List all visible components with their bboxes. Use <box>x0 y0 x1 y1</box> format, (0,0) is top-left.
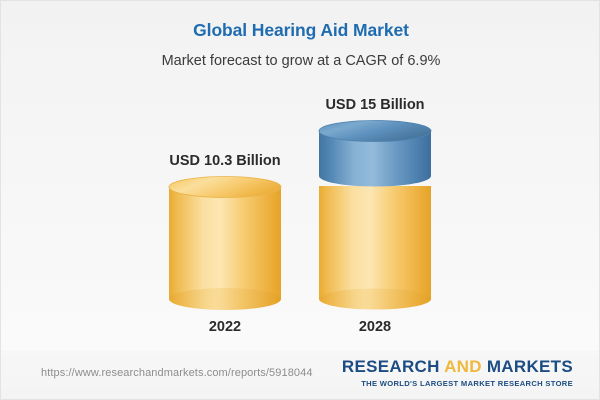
bar-value-label-2028: USD 15 Billion <box>325 97 425 113</box>
bar-segment-base-2022 <box>168 176 282 310</box>
bar-segment-base-2028 <box>319 186 431 310</box>
page-title: Global Hearing Aid Market <box>193 20 409 40</box>
bar-category-label-2022: 2022 <box>208 319 242 335</box>
logo-text-markets: MARKETS <box>481 357 573 376</box>
research-and-markets-logo[interactable]: RESEARCH AND MARKETS THE WORLD'S LARGEST… <box>342 357 573 388</box>
bar-value-label-2022: USD 10.3 Billion <box>169 153 281 169</box>
logo-tagline: THE WORLD'S LARGEST MARKET RESEARCH STOR… <box>361 379 573 388</box>
chart-subtitle: Market forecast to grow at a CAGR of 6.9… <box>161 53 441 69</box>
bar-segment-growth-2028 <box>318 120 432 187</box>
logo-text-research: RESEARCH <box>341 357 445 376</box>
footer: https://www.researchandmarkets.com/repor… <box>1 351 599 399</box>
bar-category-label-2028: 2028 <box>358 319 392 335</box>
report-url-link[interactable]: https://www.researchandmarkets.com/repor… <box>41 367 313 379</box>
logo-wordmark: RESEARCH AND MARKETS <box>342 357 573 377</box>
logo-text-and: AND <box>444 357 482 376</box>
